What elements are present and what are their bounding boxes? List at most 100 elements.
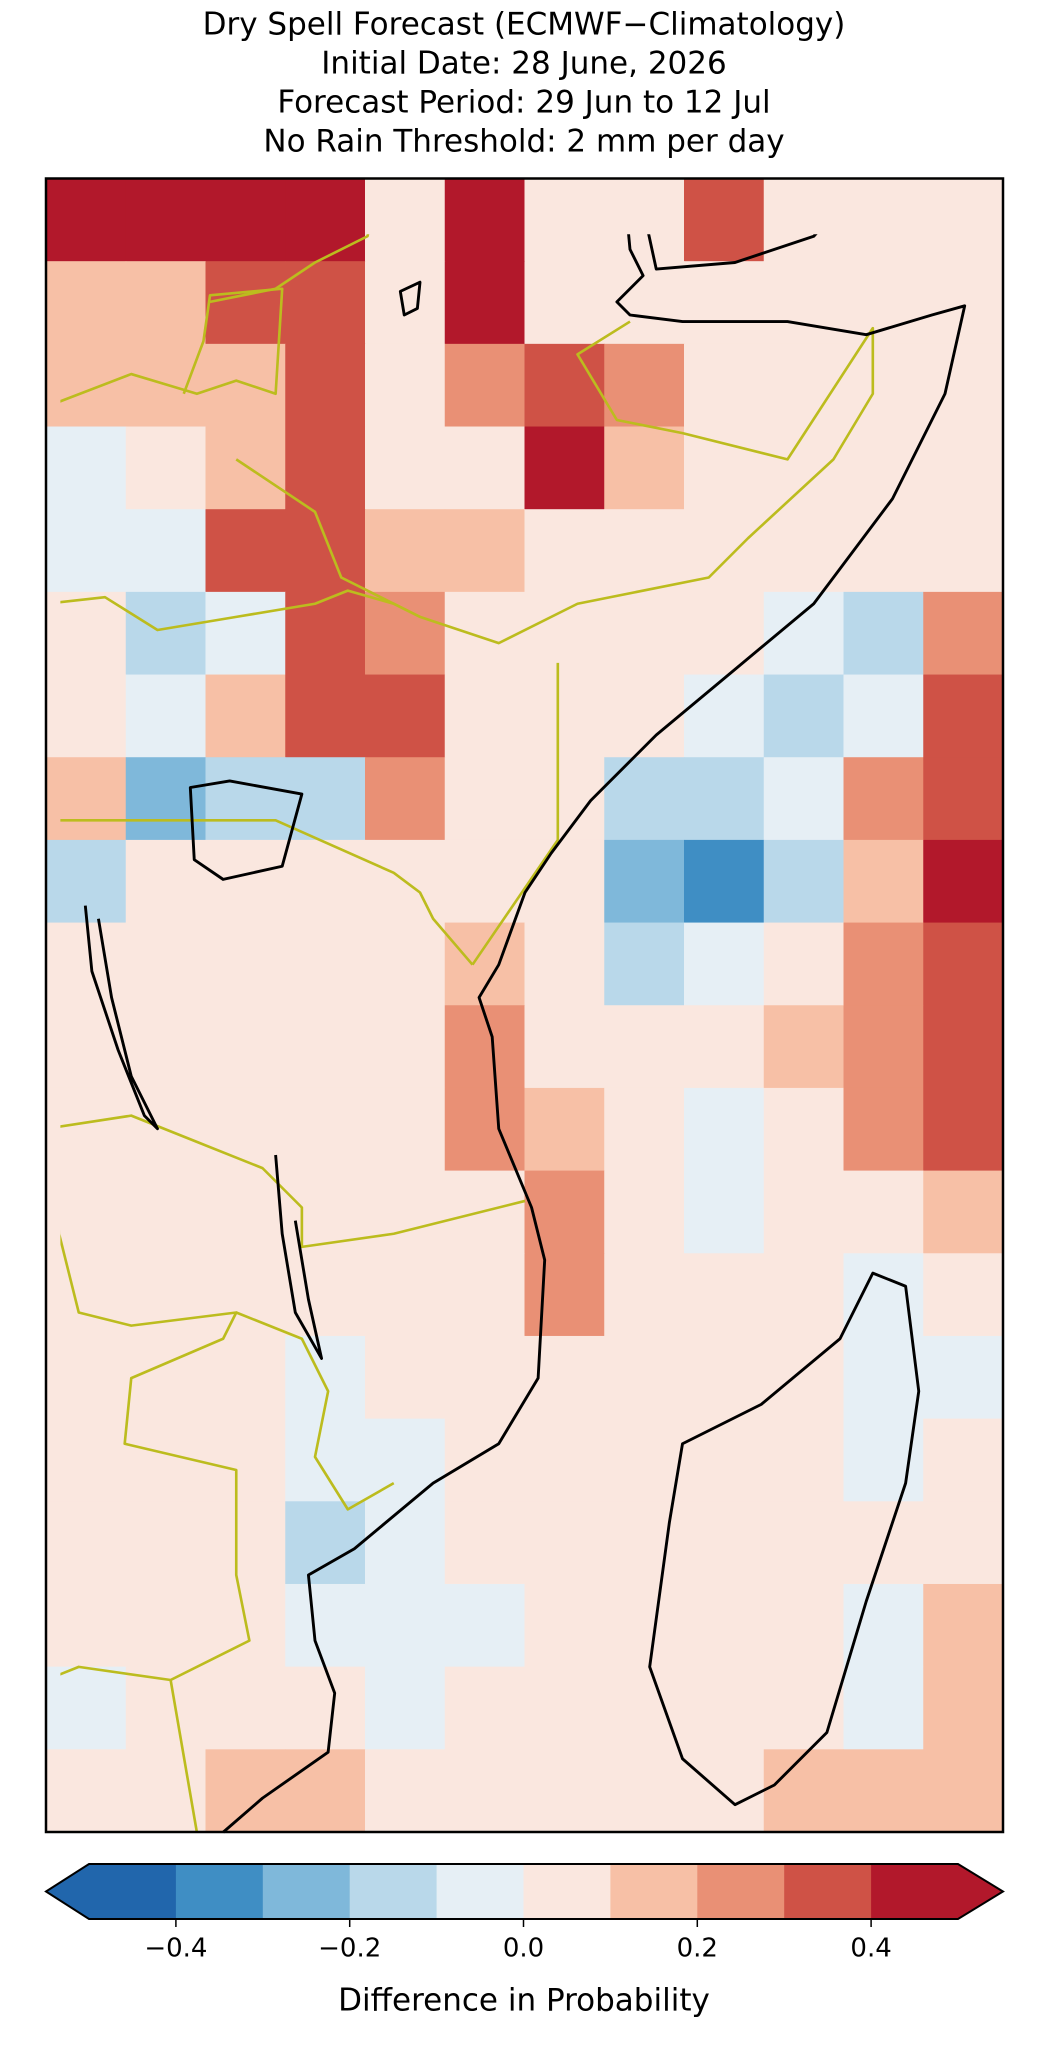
grid-cell [365, 1749, 446, 1832]
grid-cell [843, 1335, 924, 1420]
grid-cell [365, 591, 446, 676]
colorbar-tick-label: −0.2 [318, 1934, 381, 1964]
border [169, 1679, 199, 1833]
lake [83, 905, 159, 1131]
grid-cell [923, 1005, 1003, 1089]
grid-cell [285, 426, 366, 510]
grid-cell [365, 1005, 446, 1089]
grid-cell [365, 343, 446, 428]
grid-cell [205, 1418, 286, 1502]
grid-cell [125, 1335, 206, 1420]
colorbar-tick-label: 0.2 [677, 1934, 718, 1964]
grid-cell [524, 1335, 605, 1420]
grid-cell [923, 922, 1003, 1006]
grid-cell [524, 1501, 605, 1585]
grid-cell [923, 261, 1003, 345]
grid-cell [205, 922, 286, 1006]
grid-cell [365, 426, 446, 510]
grid-cell [684, 1418, 765, 1502]
grid-cell [125, 1583, 206, 1668]
grid-cell [524, 591, 605, 676]
grid-cell [524, 922, 605, 1006]
grid-cell [843, 591, 924, 676]
title: Dry Spell Forecast (ECMWF−Climatology)In… [203, 7, 846, 160]
grid-cell [524, 839, 605, 924]
grid-cell [524, 1170, 605, 1254]
grid-cell [604, 178, 685, 262]
border [60, 287, 284, 403]
grid-cell [444, 839, 525, 924]
madagascar [648, 1271, 921, 1807]
grid-cell [46, 1253, 127, 1337]
grid-cell [763, 839, 844, 924]
grid-cell [46, 1666, 127, 1750]
grid-cell [285, 1749, 366, 1832]
grid-cell [285, 261, 366, 345]
grid-cell [524, 343, 605, 428]
grid-cell [46, 1170, 127, 1254]
grid-cell [444, 426, 525, 510]
grid-cell [684, 591, 765, 676]
grid-cell [205, 1087, 286, 1172]
colorbar-segment [523, 1864, 611, 1919]
grid-cell [524, 1005, 605, 1089]
coastline [222, 234, 967, 1834]
grid-cell [46, 922, 127, 1006]
grid-cell [923, 839, 1003, 924]
map-cells [46, 178, 1003, 1832]
grid-cell [444, 1253, 525, 1337]
grid-cell [285, 674, 366, 758]
grid-cell [285, 1170, 366, 1254]
grid-cell [125, 261, 206, 345]
grid-cell [205, 757, 286, 841]
grid-cell [125, 1170, 206, 1254]
border [209, 234, 370, 304]
grid-cell [205, 1501, 286, 1585]
grid-cell [285, 591, 366, 676]
grid-cell [684, 1583, 765, 1668]
lake [274, 1154, 324, 1360]
colorbar-tick-label: 0.0 [503, 1934, 544, 1964]
grid-cell [125, 1501, 206, 1585]
title-line: Dry Spell Forecast (ECMWF−Climatology) [203, 7, 846, 43]
grid-cell [46, 178, 127, 262]
coastline [647, 234, 818, 271]
colorbar-segment [89, 1864, 177, 1919]
grid-cell [684, 261, 765, 345]
grid-cell [604, 674, 685, 758]
grid-cell [923, 1087, 1003, 1172]
grid-cell [923, 1418, 1003, 1502]
grid-cell [125, 922, 206, 1006]
grid-cell [444, 1418, 525, 1502]
grid-cell [365, 1666, 446, 1750]
colorbar-extend [46, 1864, 89, 1919]
grid-cell [843, 1170, 924, 1254]
grid-cell [923, 509, 1003, 593]
colorbar-extend [958, 1864, 1003, 1919]
grid-cell [444, 1501, 525, 1585]
grid-cell [365, 509, 446, 593]
grid-cell [684, 674, 765, 758]
grid-cell [843, 509, 924, 593]
grid-cell [763, 1749, 844, 1832]
grid-cell [923, 1749, 1003, 1832]
grid-cell [285, 1087, 366, 1172]
grid-cell [444, 261, 525, 345]
grid-cell [843, 1749, 924, 1832]
grid-cell [205, 509, 286, 593]
grid-cell [285, 1418, 366, 1502]
grid-cell [763, 1335, 844, 1420]
grid-cell [923, 1666, 1003, 1750]
grid-cell [923, 1583, 1003, 1668]
grid-cell [365, 261, 446, 345]
grid-cell [763, 426, 844, 510]
grid-cell [763, 1170, 844, 1254]
grid-cell [125, 178, 206, 262]
grid-cell [684, 1749, 765, 1832]
grid-cell [444, 1335, 525, 1420]
grid-cell [923, 591, 1003, 676]
grid-cell [524, 674, 605, 758]
grid-cell [843, 1666, 924, 1750]
grid-cell [205, 178, 286, 262]
grid-cell [923, 1501, 1003, 1585]
